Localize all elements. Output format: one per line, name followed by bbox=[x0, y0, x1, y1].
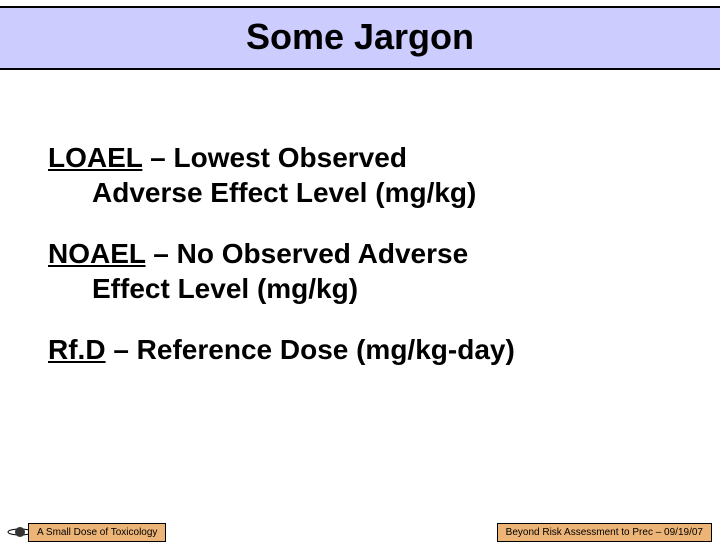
def-rfd-line1: – Reference Dose (mg/kg-day) bbox=[106, 334, 515, 365]
title-band: Some Jargon bbox=[0, 6, 720, 70]
footer-right-text: Beyond Risk Assessment to Prec – 09/19/0… bbox=[506, 527, 703, 538]
definition-noael: NOAEL – No Observed Adverse Effect Level… bbox=[48, 236, 672, 306]
slide-title: Some Jargon bbox=[0, 16, 720, 58]
term-loael: LOAEL bbox=[48, 142, 142, 173]
term-rfd: Rf.D bbox=[48, 334, 106, 365]
def-noael-line2: Effect Level (mg/kg) bbox=[48, 271, 672, 306]
footer: A Small Dose of Toxicology Beyond Risk A… bbox=[0, 520, 720, 546]
footer-left-box: A Small Dose of Toxicology bbox=[28, 523, 166, 542]
def-loael-line2: Adverse Effect Level (mg/kg) bbox=[48, 175, 672, 210]
content-area: LOAEL – Lowest Observed Adverse Effect L… bbox=[0, 70, 720, 367]
footer-left-text: A Small Dose of Toxicology bbox=[37, 527, 157, 538]
def-loael-line1: – Lowest Observed bbox=[142, 142, 407, 173]
definition-rfd: Rf.D – Reference Dose (mg/kg-day) bbox=[48, 332, 672, 367]
term-noael: NOAEL bbox=[48, 238, 146, 269]
def-noael-line1: – No Observed Adverse bbox=[146, 238, 469, 269]
definition-loael: LOAEL – Lowest Observed Adverse Effect L… bbox=[48, 140, 672, 210]
footer-right-box: Beyond Risk Assessment to Prec – 09/19/0… bbox=[497, 523, 712, 542]
